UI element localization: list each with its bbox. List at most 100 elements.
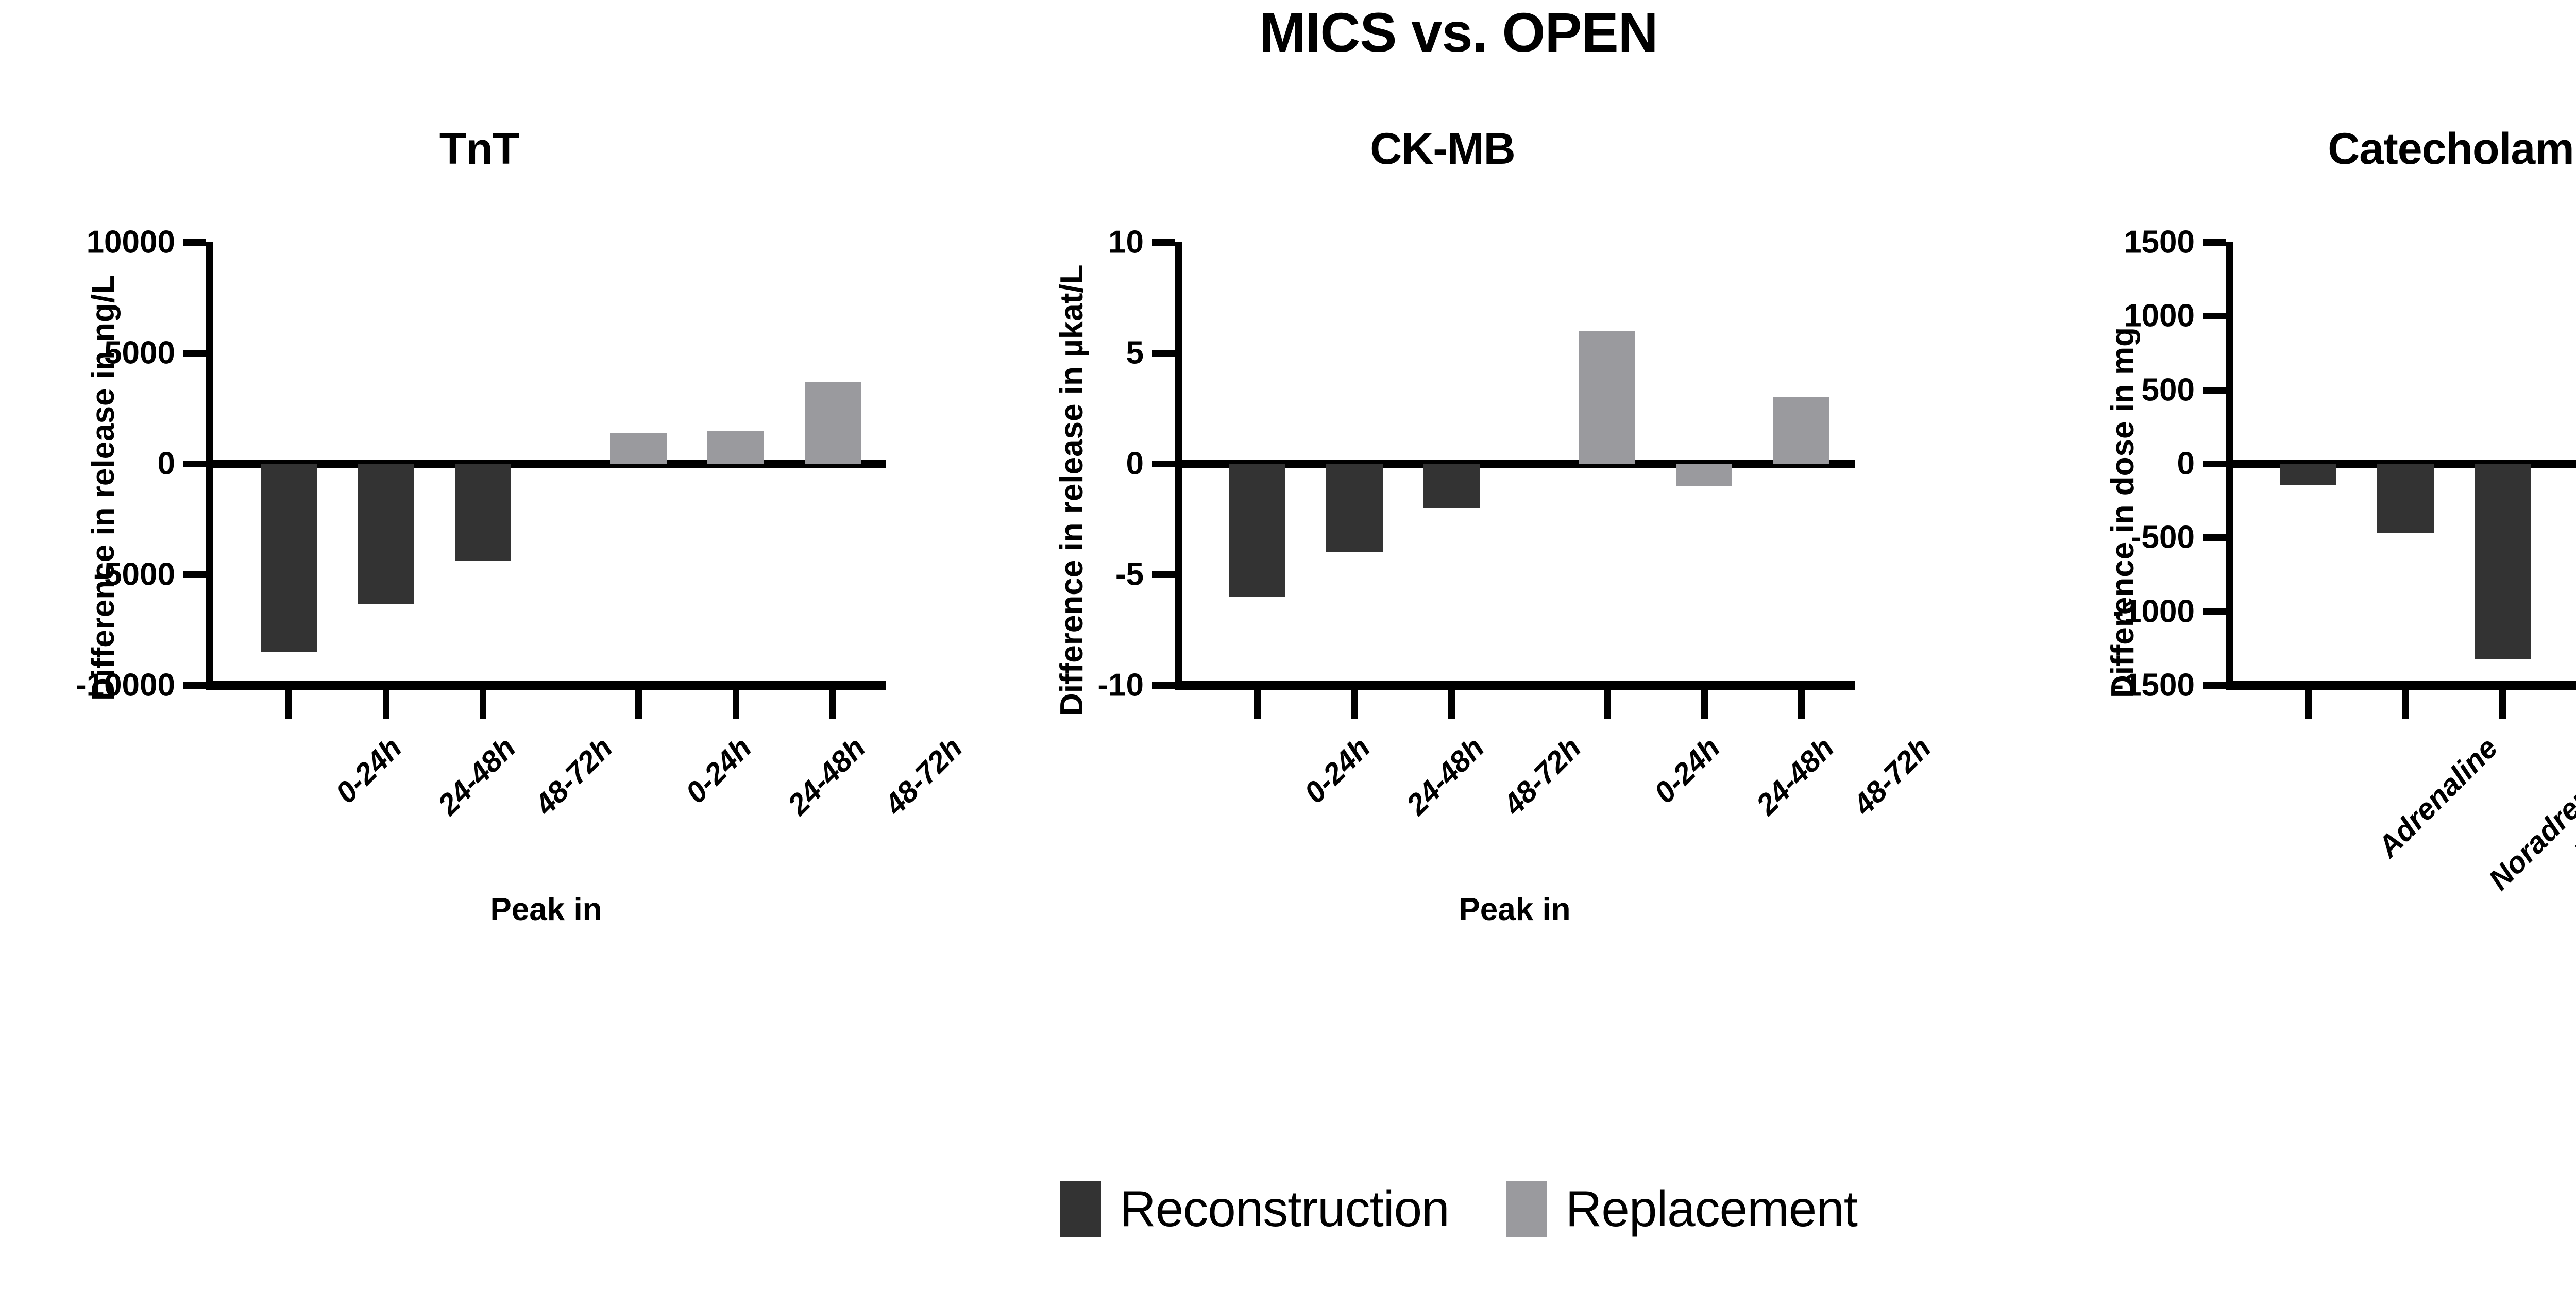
y-axis-tick-label: 500 bbox=[2141, 372, 2195, 408]
y-axis-tick bbox=[1152, 682, 1175, 689]
chart-panel-tnt: TnT Difference in release in ng/L 10000 5… bbox=[0, 124, 979, 1154]
y-axis-tick-label: -1500 bbox=[2113, 667, 2195, 703]
plot-area-catecholamines: 1500 1000 500 0 -500 -1000 -1500 Adrenaline Nora… bbox=[2113, 225, 2576, 896]
x-axis-tick bbox=[285, 690, 293, 719]
y-axis-tick-label: 0 bbox=[2177, 446, 2195, 482]
y-axis-tick-label: 5000 bbox=[104, 335, 175, 371]
bar bbox=[1326, 464, 1383, 552]
bar bbox=[804, 381, 861, 464]
x-axis-spine bbox=[206, 681, 886, 690]
bar bbox=[2474, 464, 2531, 659]
y-axis-tick bbox=[2203, 386, 2226, 394]
legend-swatch-icon bbox=[1059, 1181, 1101, 1237]
x-axis-category-label: 48-72h bbox=[878, 731, 969, 822]
bar bbox=[358, 464, 414, 605]
legend-item: Reconstruction bbox=[1059, 1180, 1450, 1238]
panel-title-tnt: TnT bbox=[439, 124, 520, 174]
plot-area-tnt: 10000 5000 0 -5000 -10000 0-24h 24-48h 48-72h 0-… bbox=[76, 225, 969, 928]
y-axis-tick-label: 0 bbox=[157, 446, 175, 482]
y-axis-tick-label: -1000 bbox=[2113, 593, 2195, 630]
x-axis-tick bbox=[1254, 690, 1261, 719]
x-axis-tick bbox=[2402, 690, 2409, 719]
y-axis-tick bbox=[2203, 461, 2226, 467]
y-axis-tick bbox=[183, 682, 206, 689]
y-axis-label-ckmb: Difference in release in µkat/L bbox=[1054, 264, 1090, 716]
x-axis-tick bbox=[1604, 690, 1611, 719]
legend-label: Reconstruction bbox=[1119, 1180, 1450, 1237]
bar bbox=[1773, 397, 1829, 464]
legend-item: Replacement bbox=[1505, 1180, 1858, 1238]
x-axis-tick bbox=[1701, 690, 1708, 719]
bar bbox=[2280, 464, 2336, 485]
bar bbox=[610, 432, 667, 464]
y-axis-tick-label: -500 bbox=[2130, 519, 2195, 555]
y-axis-tick bbox=[2203, 682, 2226, 689]
bar bbox=[1423, 464, 1480, 508]
y-axis-tick-label: 1500 bbox=[2124, 224, 2195, 260]
y-axis-tick bbox=[1152, 461, 1175, 467]
y-axis-tick bbox=[2203, 534, 2226, 541]
y-axis-tick bbox=[2203, 239, 2226, 246]
x-axis-tick bbox=[829, 690, 837, 719]
chart-panel-catecholamines: Catecholamines Difference in dose in mg … bbox=[1937, 124, 2576, 1154]
y-axis-tick bbox=[1152, 239, 1175, 246]
x-axis-tick bbox=[732, 690, 739, 719]
y-axis-tick-label: 1000 bbox=[2124, 298, 2195, 334]
x-axis-category-label: 24-48h bbox=[781, 731, 872, 822]
x-axis-title: Peak in bbox=[1459, 892, 1571, 927]
figure-title: MICS vs. OPEN bbox=[1259, 1, 1658, 63]
y-axis-tick-label: 0 bbox=[1126, 446, 1144, 482]
x-axis-title: Peak in bbox=[490, 892, 602, 927]
x-axis-tick bbox=[1448, 690, 1455, 719]
chart-panel-ckmb: CK-MB Difference in release in µkat/L 10… bbox=[969, 124, 1947, 1154]
x-axis-tick bbox=[480, 690, 487, 719]
x-axis-tick bbox=[2305, 690, 2312, 719]
panel-title-catecholamines: Catecholamines bbox=[2328, 124, 2576, 174]
x-axis-tick bbox=[382, 690, 389, 719]
y-axis-tick-label: 10000 bbox=[86, 224, 175, 260]
x-axis-category-label: 24-48h bbox=[1400, 731, 1491, 822]
x-axis-category-label: 48-72h bbox=[1846, 731, 1938, 822]
y-axis-tick-label: -10 bbox=[1097, 667, 1144, 703]
chart-legend: Reconstruction Replacement bbox=[0, 1180, 2576, 1238]
x-axis-category-label: 24-48h bbox=[431, 731, 522, 822]
x-axis-tick bbox=[1798, 690, 1805, 719]
bar bbox=[260, 464, 317, 652]
bar bbox=[707, 430, 764, 464]
x-axis-category-label: 0-24h bbox=[1298, 731, 1377, 810]
x-axis-category-label: 0-24h bbox=[329, 731, 409, 810]
panel-title-ckmb: CK-MB bbox=[1370, 124, 1516, 174]
legend-swatch-icon bbox=[1505, 1181, 1547, 1237]
bar bbox=[2377, 464, 2434, 533]
y-axis-tick bbox=[183, 239, 206, 246]
bar bbox=[454, 464, 512, 562]
bar bbox=[1676, 464, 1733, 486]
x-axis-category-label: 48-72h bbox=[1497, 731, 1588, 822]
x-axis-spine bbox=[1175, 681, 1855, 690]
x-axis-tick bbox=[2499, 690, 2506, 719]
bar bbox=[1229, 464, 1285, 597]
y-axis-tick bbox=[183, 350, 206, 357]
x-axis-category-label: 0-24h bbox=[1648, 731, 1727, 810]
x-axis-category-label: Adrenaline bbox=[2371, 731, 2504, 864]
plot-area-ckmb: 10 5 0 -5 -10 0-24h 24-48h 48-72h 0-24h 24-48h 48-… bbox=[1097, 225, 1937, 928]
y-axis-tick-label: 5 bbox=[1126, 335, 1144, 371]
y-axis-tick bbox=[2203, 608, 2226, 615]
bar bbox=[1579, 331, 1635, 464]
y-axis-tick-label: -10000 bbox=[75, 667, 175, 703]
y-axis-tick-label: -5000 bbox=[93, 556, 175, 592]
y-axis-tick-label: -5 bbox=[1115, 556, 1144, 592]
x-axis-category-label: 0-24h bbox=[679, 731, 758, 810]
y-axis-tick bbox=[1152, 350, 1175, 357]
y-axis-tick bbox=[183, 461, 206, 467]
legend-label: Replacement bbox=[1565, 1180, 1858, 1237]
x-axis-tick bbox=[1351, 690, 1358, 719]
y-axis-tick bbox=[2203, 313, 2226, 320]
x-axis-category-label: 24-48h bbox=[1750, 731, 1841, 822]
y-axis-tick bbox=[183, 571, 206, 578]
y-axis-tick-label: 10 bbox=[1108, 224, 1144, 260]
x-axis-tick bbox=[635, 690, 642, 719]
x-axis-category-label: 48-72h bbox=[528, 731, 619, 822]
x-axis-spine bbox=[2226, 681, 2576, 690]
